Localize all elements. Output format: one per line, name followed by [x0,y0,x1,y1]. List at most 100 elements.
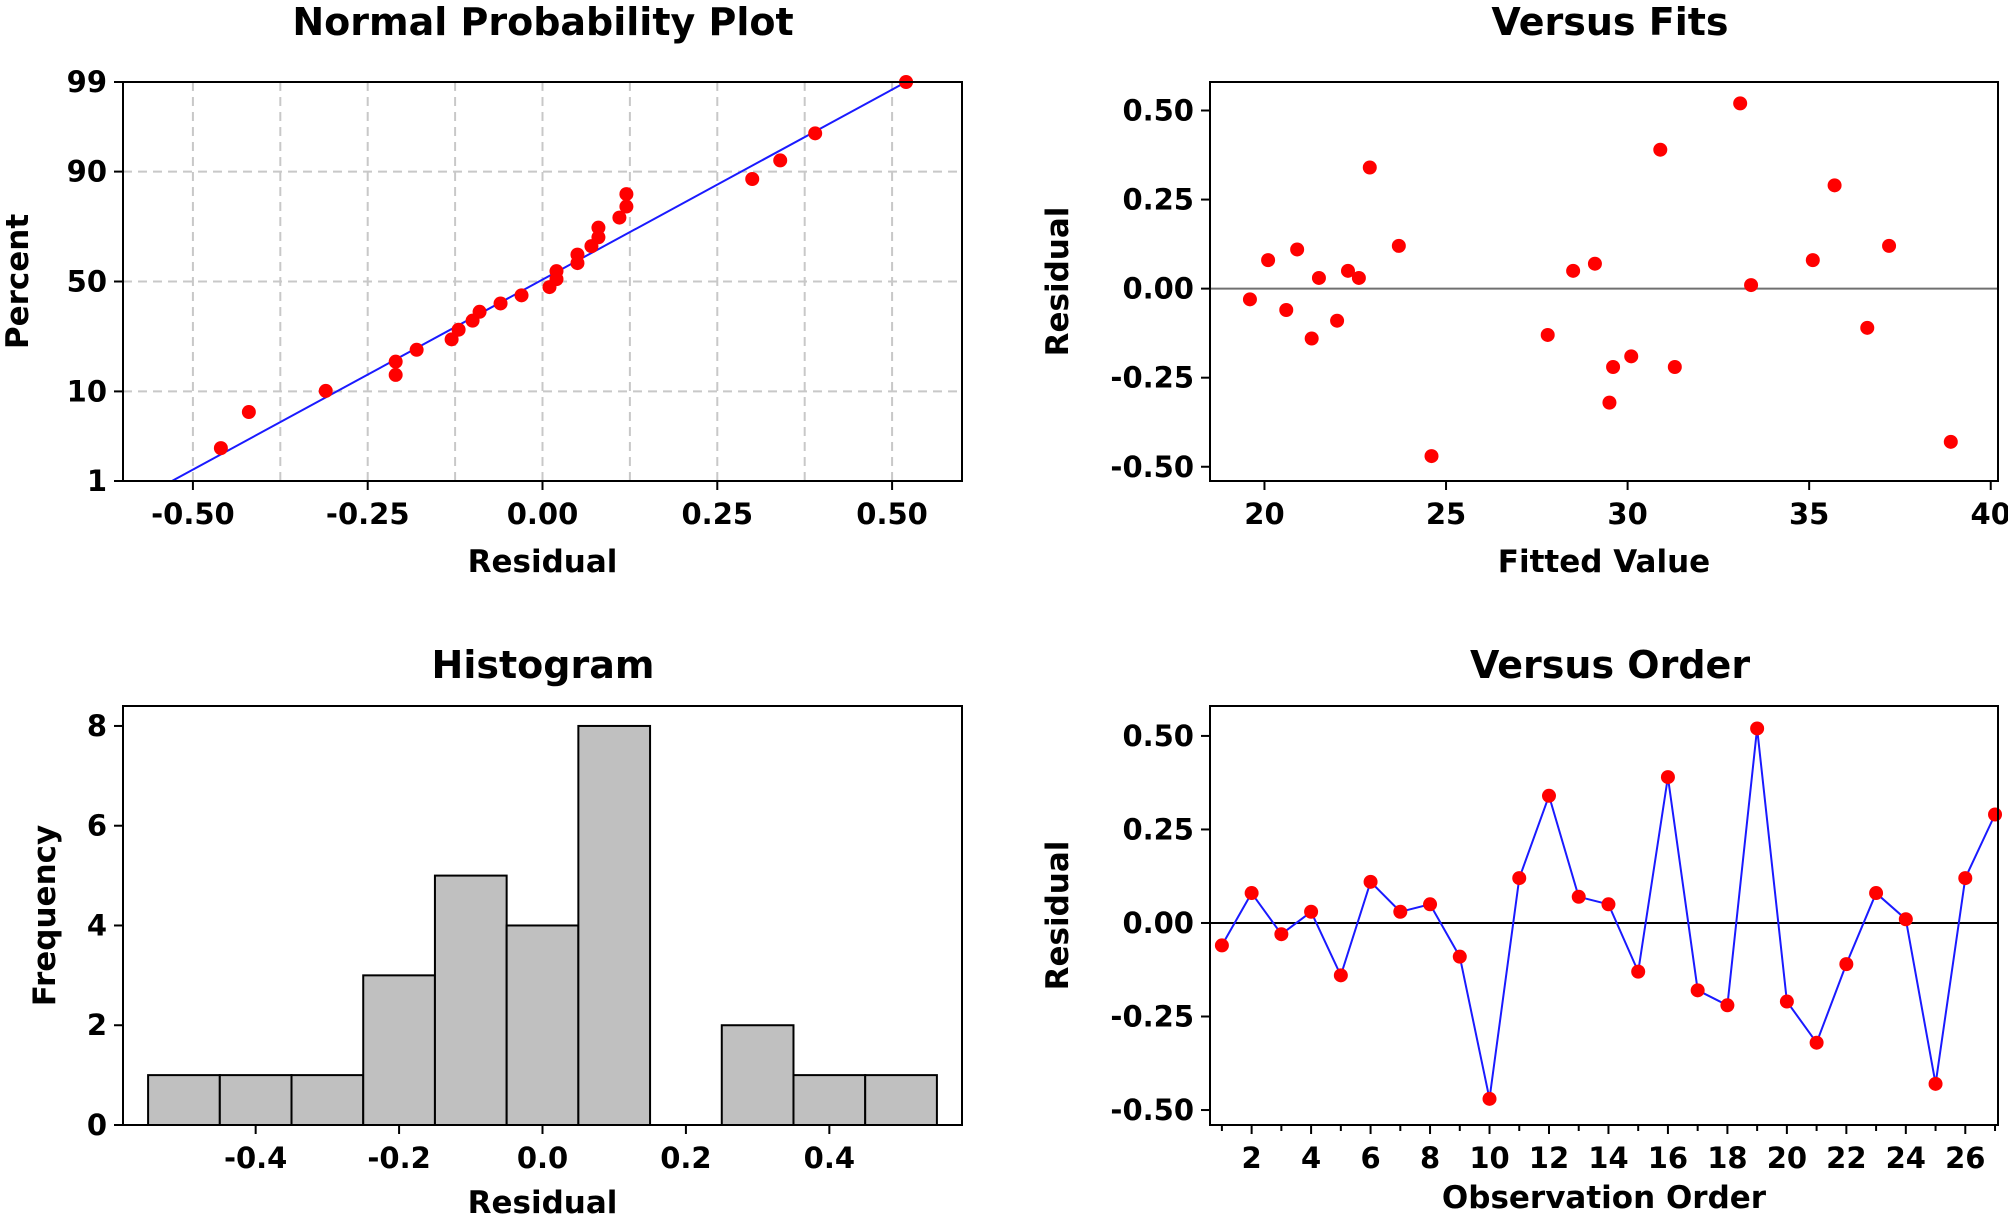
normal-plot-y-tick-1-label: 10 [67,374,107,408]
histogram-y-tick-3-label: 6 [87,809,107,843]
histogram-y-tick-2-label: 4 [87,908,107,942]
versus-order-point-4 [1304,904,1319,919]
histogram-x-axis-label: Residual [468,1185,618,1217]
versus-order-x-tick-1-label: 4 [1301,1141,1321,1175]
versus-fits-point-24 [1827,178,1842,193]
versus-fits-point-26 [1882,238,1897,253]
versus-order-point-27 [1988,807,2003,822]
versus-order-x-tick-9-label: 20 [1767,1141,1807,1175]
versus-order-x-tick-4-label: 10 [1469,1141,1509,1175]
versus-order-point-6 [1363,874,1378,889]
versus-fits-x-tick-0-label: 20 [1244,497,1284,531]
versus-fits-y-tick-1-label: -0.25 [1110,361,1194,395]
normal-plot-y-tick-3-label: 90 [67,155,107,189]
normal-plot-point-24 [745,172,760,187]
versus-order-point-8 [1423,897,1438,912]
versus-order-x-tick-0-label: 2 [1242,1141,1262,1175]
histogram-y-tick-1-label: 2 [87,1008,107,1042]
versus-order-y-axis-label: Residual [1040,841,1076,991]
normal-plot-point-19 [591,230,606,245]
versus-fits-title: Versus Fits [1491,0,1728,44]
normal-plot-point-15 [549,264,564,279]
versus-order-point-26 [1958,871,1973,886]
versus-fits-point-23 [1805,253,1820,268]
versus-order-point-2 [1244,886,1259,901]
normal-plot-point-17 [570,247,585,262]
versus-order-point-3 [1274,927,1289,942]
versus-fits-point-9 [1351,270,1366,285]
normal-plot-y-tick-4-label: 99 [67,65,107,99]
versus-order-x-tick-2-label: 6 [1360,1141,1380,1175]
versus-order-point-24 [1898,912,1913,927]
versus-order-point-12 [1541,788,1556,803]
normal-plot-point-25 [773,153,788,168]
normal-plot-x-tick-0-label: -0.50 [151,497,235,531]
histogram-bar-1 [147,1074,221,1126]
versus-order-point-10 [1482,1091,1497,1106]
normal-plot-point-3 [318,383,333,398]
versus-order-title: Versus Order [1470,643,1750,687]
histogram-bar-2 [218,1074,293,1126]
versus-order-x-tick-5-label: 12 [1529,1141,1569,1175]
versus-fits-x-axis-label: Fitted Value [1498,544,1710,580]
versus-order-point-19 [1750,721,1765,736]
versus-fits-point-17 [1606,360,1621,374]
versus-order-point-9 [1452,949,1467,964]
histogram-x-tick-0-label: -0.4 [224,1141,287,1175]
histogram-bar-10 [792,1074,867,1126]
normal-plot-title: Normal Probability Plot [292,0,793,44]
versus-fits-point-19 [1653,142,1668,157]
versus-order-point-22 [1839,957,1854,972]
versus-fits-x-tick-1-label: 25 [1426,497,1466,531]
versus-fits-x-tick-2-label: 30 [1607,497,1647,531]
histogram-y-tick-4-label: 8 [87,709,107,743]
histogram-x-tick-1-label: -0.2 [367,1141,430,1175]
normal-plot-point-20 [591,220,606,235]
versus-fits-point-16 [1602,395,1617,410]
normal-plot-y-axis-label: Percent [0,214,36,350]
versus-order-point-11 [1512,871,1527,886]
versus-order-x-tick-12-label: 26 [1945,1141,1985,1175]
versus-order-y-tick-2-label: 0.00 [1122,906,1194,940]
versus-fits-x-tick-3-label: 35 [1789,497,1829,531]
versus-fits-point-21 [1733,96,1748,111]
histogram-title: Histogram [432,643,655,687]
versus-fits-y-tick-3-label: 0.25 [1122,183,1194,217]
normal-plot-fit-line [171,81,907,482]
histogram-x-tick-4-label: 0.4 [804,1141,855,1175]
versus-order-y-tick-0-label: -0.50 [1110,1093,1194,1127]
versus-order-point-17 [1690,983,1705,998]
histogram-y-axis-label: Frequency [27,825,63,1006]
histogram-y-tick-0-label: 0 [87,1108,107,1142]
versus-fits-point-13 [1540,327,1555,342]
versus-order-x-tick-7-label: 16 [1648,1141,1688,1175]
versus-order-x-tick-10-label: 22 [1826,1141,1866,1175]
histogram-bar-4 [362,974,436,1126]
versus-fits-point-7 [1330,313,1345,328]
versus-order-point-16 [1660,770,1675,785]
versus-fits-y-tick-0-label: -0.50 [1110,450,1194,484]
histogram-bar-6 [505,924,580,1126]
normal-plot-y-tick-0-label: 1 [87,464,107,498]
versus-fits-point-22 [1744,278,1759,293]
versus-order-x-tick-6-label: 14 [1588,1141,1628,1175]
histogram-bar-9 [720,1024,795,1126]
normal-plot-x-tick-1-label: -0.25 [326,497,410,531]
versus-fits-frame [1209,81,1999,482]
normal-plot-point-12 [514,288,529,303]
histogram-x-tick-2-label: 0.0 [517,1141,568,1175]
normal-plot-x-tick-2-label: 0.00 [507,497,579,531]
normal-plot-x-tick-3-label: 0.25 [682,497,754,531]
versus-fits-point-10 [1362,160,1377,175]
versus-fits-point-4 [1290,242,1305,257]
versus-order-point-20 [1779,994,1794,1009]
versus-order-point-21 [1809,1035,1824,1050]
versus-fits-y-tick-2-label: 0.00 [1122,272,1194,306]
versus-fits-point-25 [1860,320,1875,335]
normal-plot-point-2 [241,405,256,420]
versus-fits-point-15 [1587,256,1602,271]
histogram-bar-11 [864,1074,938,1126]
versus-order-point-15 [1631,964,1646,979]
versus-order-point-25 [1928,1076,1943,1091]
normal-plot-point-6 [409,342,424,357]
